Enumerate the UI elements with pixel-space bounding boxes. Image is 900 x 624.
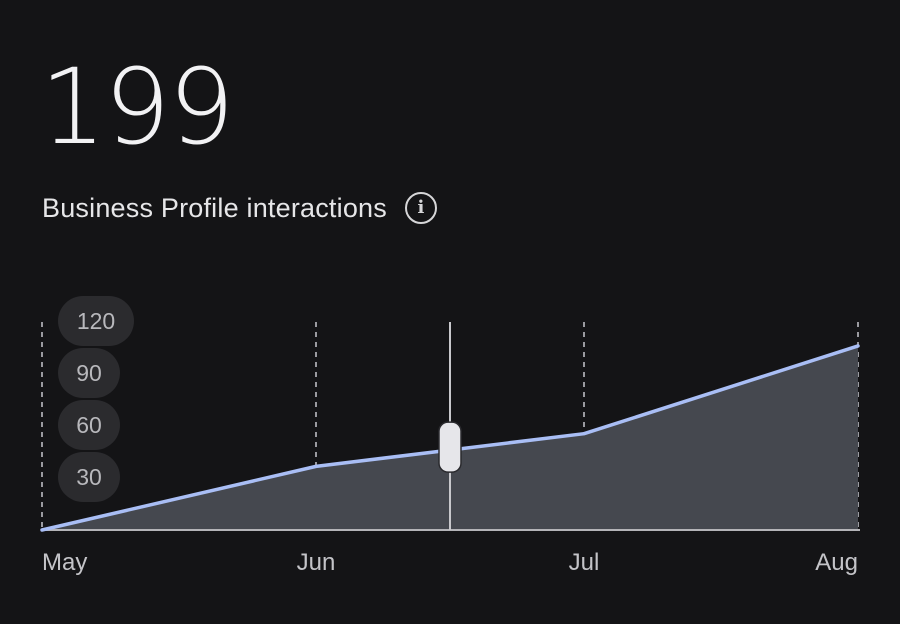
total-interactions-value: 199 [40,46,235,168]
y-tick-30: 30 [58,452,120,502]
x-tick-may: May [42,549,87,576]
y-tick-label: 90 [76,360,102,386]
data-point-jul [582,432,586,436]
x-tick-aug: Aug [815,549,858,576]
data-point-aug [856,344,860,348]
y-tick-90: 90 [58,348,120,398]
y-tick-label: 120 [77,308,115,334]
x-tick-jun: Jun [297,549,336,576]
data-point-may [40,528,44,532]
metric-label-row: Business Profile interactions i [42,186,437,230]
data-point-jun [314,464,318,468]
y-tick-60: 60 [58,400,120,450]
y-tick-label: 60 [76,412,102,438]
y-tick-label: 30 [76,464,102,490]
info-icon[interactable]: i [404,192,437,224]
metric-label: Business Profile interactions [42,192,387,223]
y-tick-120: 120 [58,296,134,346]
x-tick-jul: Jul [569,549,600,576]
cursor-handle[interactable] [438,421,462,473]
